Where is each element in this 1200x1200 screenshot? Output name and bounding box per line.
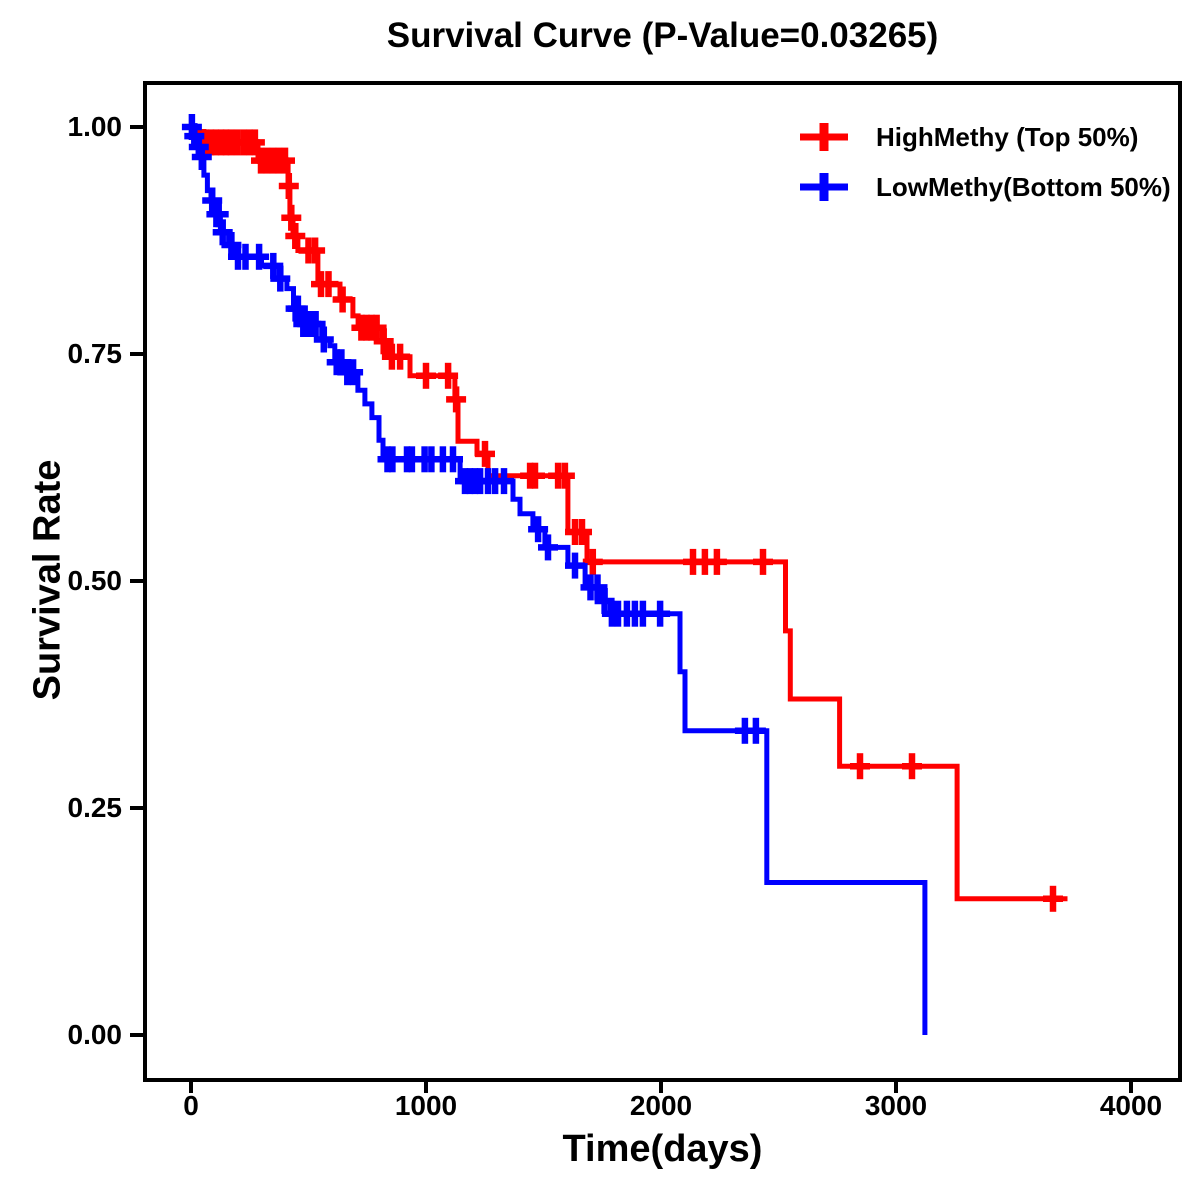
x-axis-label: Time(days) [562,1128,763,1170]
chart-title: Survival Curve (P-Value=0.03265) [386,16,939,55]
legend-label: LowMethy(Bottom 50%) [876,171,1171,202]
y-tick-label: 0.50 [67,565,123,596]
x-tick-label: 2000 [629,1090,693,1121]
x-tick-label: 0 [183,1090,199,1121]
legend-item-highmethy: HighMethy (Top 50%) [798,112,1171,162]
y-tick-label: 0.00 [67,1019,123,1050]
legend-item-lowmethy: LowMethy(Bottom 50%) [798,162,1171,212]
y-tick-label: 1.00 [67,111,123,142]
x-tick-label: 4000 [1099,1090,1163,1121]
y-tick-label: 0.75 [67,338,123,369]
plus-marker-icon [800,123,848,151]
y-axis-label: Survival Rate [26,459,69,701]
x-tick-label: 3000 [864,1090,928,1121]
y-tick-label: 0.25 [67,792,123,823]
x-tick-label: 1000 [394,1090,458,1121]
plus-marker-icon [800,173,848,201]
legend-label: HighMethy (Top 50%) [876,121,1139,152]
legend: HighMethy (Top 50%) LowMethy(Bottom 50%) [798,112,1171,212]
